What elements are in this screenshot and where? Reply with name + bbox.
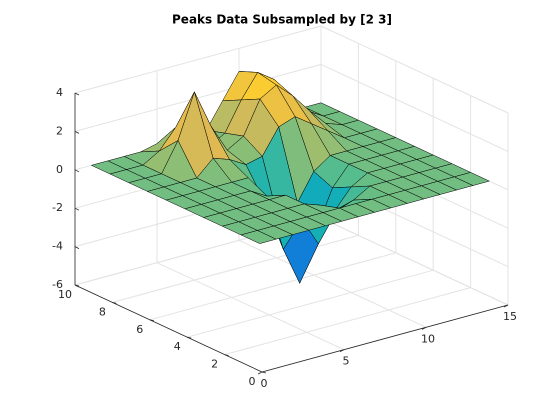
- grid-line: [320, 25, 509, 114]
- tick-mark: [187, 336, 192, 339]
- y-tick-label: 10: [58, 288, 72, 301]
- x-tick-label: 0: [261, 377, 268, 390]
- tick-mark: [74, 92, 80, 96]
- tick-mark: [74, 246, 80, 249]
- x-tick-label: 15: [503, 310, 517, 323]
- z-tick-label: -4: [52, 240, 63, 253]
- z-tick-label: 4: [56, 86, 63, 99]
- grid-line: [224, 287, 471, 356]
- grid-line: [238, 239, 427, 328]
- y-tick-label: 0: [249, 375, 256, 388]
- grid-line: [74, 25, 322, 94]
- tick-mark: [74, 169, 80, 173]
- tick-mark: [261, 371, 267, 374]
- tick-mark: [224, 354, 229, 356]
- tick-mark: [112, 302, 117, 304]
- tick-mark: [421, 326, 427, 330]
- y-tick-label: 2: [211, 358, 218, 371]
- y-tick-label: 8: [99, 305, 106, 318]
- chart-title: Peaks Data Subsampled by [2 3]: [172, 13, 392, 27]
- tick-mark: [149, 319, 154, 322]
- z-tick-label: -2: [52, 201, 63, 214]
- y-tick-label: 4: [174, 340, 181, 353]
- x-tick-label: 10: [421, 332, 435, 345]
- tick-mark: [74, 284, 80, 288]
- axis-line: [261, 304, 509, 373]
- y-tick-label: 6: [136, 323, 143, 336]
- z-tick-label: 0: [56, 163, 63, 176]
- tick-mark: [257, 371, 263, 375]
- grid-line: [320, 217, 509, 306]
- tick-mark: [503, 304, 509, 308]
- tick-mark: [74, 207, 80, 211]
- grid-line: [187, 269, 434, 338]
- axis-line: [74, 284, 263, 373]
- grid-line: [112, 234, 359, 303]
- z-tick-label: 2: [56, 124, 63, 137]
- z-tick-label: -6: [52, 278, 63, 291]
- grid-line: [149, 252, 396, 321]
- tick-mark: [339, 349, 345, 353]
- grid-line: [156, 262, 345, 351]
- x-tick-label: 5: [343, 355, 350, 368]
- tick-mark: [74, 131, 80, 134]
- grid-line: [320, 63, 509, 152]
- surface-face: [240, 230, 277, 244]
- grid-line: [74, 63, 322, 132]
